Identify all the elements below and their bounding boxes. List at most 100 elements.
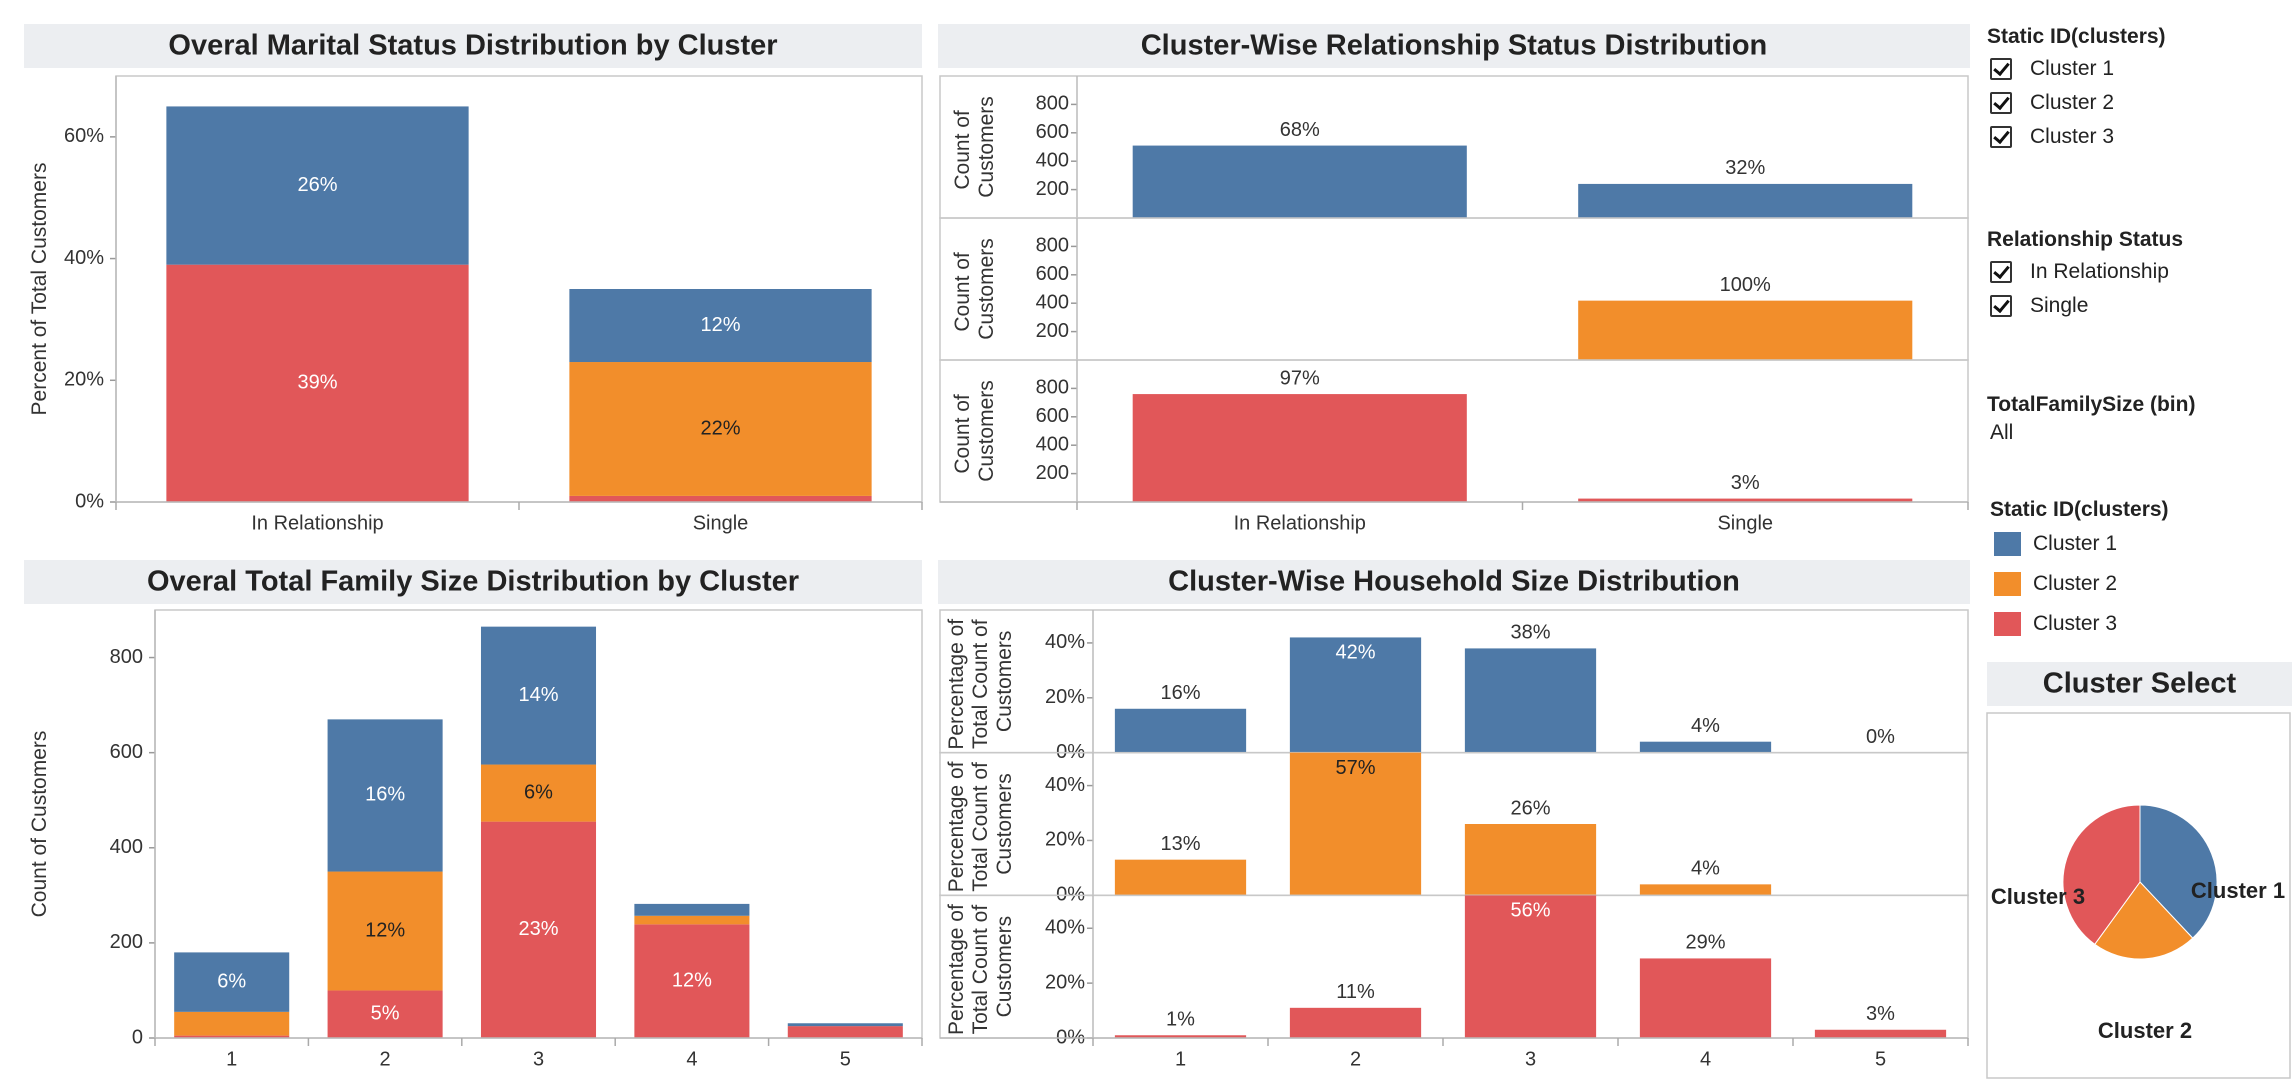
data-label: 4% bbox=[1691, 858, 1720, 880]
bar bbox=[1578, 498, 1913, 502]
y-tick-label: 40% bbox=[1045, 917, 1085, 939]
y-tick-label: 600 bbox=[1036, 405, 1069, 427]
data-label: 56% bbox=[1510, 900, 1550, 922]
bars bbox=[1132, 394, 1913, 502]
checkbox[interactable] bbox=[1990, 92, 2012, 114]
checkbox[interactable] bbox=[1990, 126, 2012, 148]
bars bbox=[1114, 895, 1947, 1038]
y-tick-label: 600 bbox=[1036, 121, 1069, 143]
x-tick-label: In Relationship bbox=[251, 512, 383, 534]
data-label: 26% bbox=[297, 174, 337, 196]
bar bbox=[480, 764, 597, 822]
bars bbox=[1132, 145, 1913, 218]
checkbox-label[interactable]: In Relationship bbox=[2030, 260, 2169, 283]
panel-frame bbox=[939, 609, 1969, 754]
checkbox[interactable] bbox=[1990, 295, 2012, 317]
checkbox[interactable] bbox=[1990, 58, 2012, 80]
bar bbox=[569, 495, 872, 502]
bar bbox=[1114, 859, 1247, 896]
y-axis-title: Percent of Total Customers bbox=[28, 163, 51, 416]
data-label: 68% bbox=[1280, 119, 1320, 141]
x-tick-label: Single bbox=[693, 512, 749, 534]
y-tick-label: 20% bbox=[1045, 971, 1085, 993]
y-tick-label: 200 bbox=[1036, 178, 1069, 200]
checkbox-label[interactable]: Cluster 1 bbox=[2030, 57, 2115, 80]
bar bbox=[787, 1026, 903, 1038]
x-tick-label: 1 bbox=[1175, 1048, 1186, 1070]
x-tick-label: 3 bbox=[1525, 1048, 1536, 1070]
filter-value[interactable]: All bbox=[1990, 421, 2014, 444]
y-tick-label: 20% bbox=[1045, 686, 1085, 708]
bar bbox=[1289, 752, 1422, 896]
bar bbox=[480, 821, 597, 1038]
bar bbox=[1132, 145, 1467, 218]
bar bbox=[787, 1023, 903, 1027]
data-label: 57% bbox=[1335, 757, 1375, 779]
y-tick-label: 20% bbox=[1045, 829, 1085, 851]
y-tick-label: 800 bbox=[110, 646, 143, 668]
pie-frame bbox=[1986, 712, 2291, 1079]
pie-slice bbox=[2094, 881, 2194, 960]
bar bbox=[327, 990, 443, 1038]
bar bbox=[569, 289, 872, 363]
y-tick-label: 20% bbox=[64, 369, 104, 391]
data-label: 14% bbox=[518, 684, 558, 706]
y-tick-label: 800 bbox=[1036, 93, 1069, 115]
filter-title: Static ID(clusters) bbox=[1987, 25, 2166, 48]
data-label: 6% bbox=[524, 781, 553, 803]
x-tick-label: 5 bbox=[1875, 1048, 1886, 1070]
y-tick-label: 200 bbox=[1036, 462, 1069, 484]
bar bbox=[1289, 637, 1422, 753]
legend-label: Cluster 2 bbox=[2033, 572, 2118, 595]
data-label: 32% bbox=[1725, 157, 1765, 179]
y-axis-title: Percentage of Total Count of Customers bbox=[945, 613, 1016, 750]
legend-swatch bbox=[1994, 612, 2021, 636]
x-tick-label: 5 bbox=[840, 1048, 851, 1070]
bar bbox=[327, 871, 443, 991]
pie-label: Cluster 3 bbox=[1991, 884, 2085, 909]
y-axis-title: Count of Customers bbox=[951, 238, 998, 340]
panel-frame bbox=[939, 894, 1969, 1039]
data-label: 11% bbox=[1336, 981, 1375, 1003]
y-tick-label: 0% bbox=[75, 490, 104, 512]
data-label: 4% bbox=[1691, 715, 1720, 737]
bar bbox=[480, 626, 597, 765]
checkbox-label[interactable]: Single bbox=[2030, 294, 2089, 317]
data-label: 6% bbox=[217, 970, 246, 992]
bar bbox=[634, 924, 750, 1038]
bar bbox=[1639, 884, 1772, 896]
y-tick-label: 200 bbox=[1036, 320, 1069, 342]
pie-label: Cluster 2 bbox=[2098, 1018, 2192, 1043]
pie-slice bbox=[2062, 804, 2141, 945]
x-tick-label: 1 bbox=[226, 1048, 237, 1070]
legend-label: Cluster 1 bbox=[2033, 532, 2118, 555]
data-label: 26% bbox=[1510, 797, 1550, 819]
bar bbox=[1464, 895, 1597, 1038]
data-label: 38% bbox=[1510, 622, 1550, 644]
data-label: 22% bbox=[700, 417, 740, 439]
y-axis-title: Count of Customers bbox=[28, 731, 51, 918]
legend-label: Cluster 3 bbox=[2033, 612, 2118, 635]
bar bbox=[1578, 300, 1913, 360]
x-tick-label: 4 bbox=[686, 1048, 697, 1070]
bar bbox=[1114, 708, 1247, 753]
data-label: 13% bbox=[1160, 833, 1200, 855]
y-tick-label: 400 bbox=[110, 836, 143, 858]
y-tick-label: 800 bbox=[1036, 235, 1069, 257]
bar bbox=[1639, 958, 1772, 1038]
bar bbox=[1289, 1007, 1422, 1038]
title-bar bbox=[938, 560, 1970, 604]
x-tick-label: In Relationship bbox=[1234, 512, 1366, 534]
chart-title: Cluster-Wise Relationship Status Distrib… bbox=[1141, 30, 1768, 62]
y-tick-label: 60% bbox=[64, 125, 104, 147]
bar bbox=[569, 362, 872, 496]
filter-title: TotalFamilySize (bin) bbox=[1987, 393, 2196, 416]
y-tick-label: 40% bbox=[1045, 631, 1085, 653]
checkbox-label[interactable]: Cluster 2 bbox=[2030, 91, 2115, 114]
x-tick-label: 4 bbox=[1700, 1048, 1711, 1070]
bar bbox=[174, 1011, 290, 1036]
title-bar bbox=[24, 560, 922, 604]
checkbox-label[interactable]: Cluster 3 bbox=[2030, 125, 2115, 148]
checkbox[interactable] bbox=[1990, 261, 2012, 283]
